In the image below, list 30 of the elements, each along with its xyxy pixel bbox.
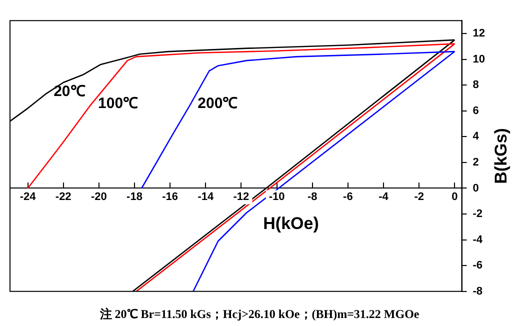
y-tick-label: -8 — [472, 285, 483, 298]
x-tick-label: -12 — [233, 190, 250, 203]
y-tick-label: 0 — [472, 182, 479, 194]
x-axis-title: H(kOe) — [263, 214, 319, 233]
y-tick-label: -6 — [472, 260, 483, 272]
x-tick-label: -20 — [90, 190, 107, 203]
x-tick-label: -22 — [55, 190, 72, 203]
y-tick-label: 6 — [472, 104, 479, 117]
x-tick-label: -8 — [307, 190, 318, 203]
x-tick-label: -4 — [378, 190, 390, 203]
text: 注 20℃ Br=11.50 kGs；Hcj>26.10 kOe；(BH)m=31.22 MGOe — [98, 306, 420, 323]
y-tick-label: 10 — [472, 53, 486, 66]
y-tick-label: 4 — [472, 130, 480, 143]
y-tick-label: -2 — [472, 208, 483, 220]
series-label: 200℃ — [198, 94, 238, 112]
series-label: 20℃ — [54, 83, 86, 100]
x-tick-label: -16 — [162, 190, 178, 203]
x-tick-label: -24 — [20, 190, 37, 203]
x-tick-label: -10 — [268, 190, 285, 203]
y-axis-title: B(kGs) — [491, 128, 510, 184]
y-tick-label: -4 — [472, 234, 484, 246]
x-tick-label: 0 — [452, 190, 458, 203]
x-tick-label: -18 — [126, 190, 142, 203]
y-tick-label: 12 — [472, 28, 486, 40]
y-tick-label: 2 — [472, 156, 479, 168]
x-tick-label: -6 — [343, 190, 353, 203]
y-tick-label: 8 — [472, 79, 479, 92]
series-label: 100℃ — [98, 94, 138, 112]
x-tick-label: -14 — [198, 190, 214, 203]
x-tick-label: -2 — [414, 190, 424, 203]
